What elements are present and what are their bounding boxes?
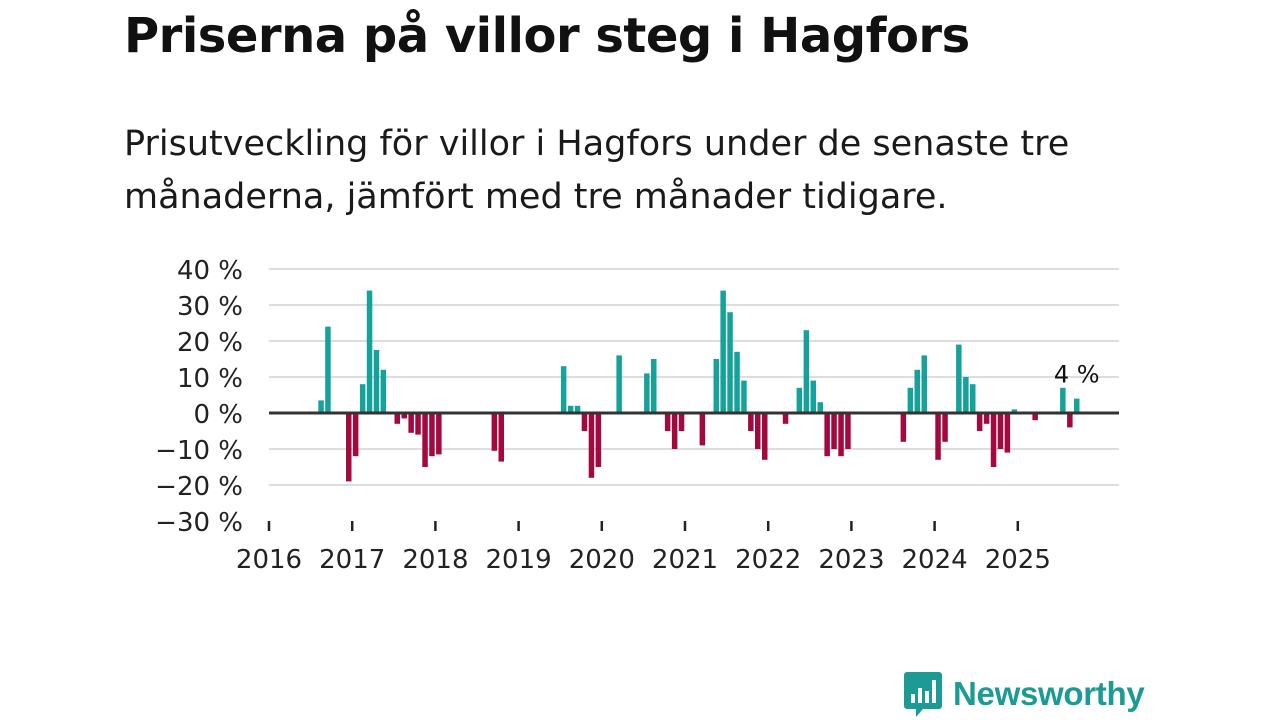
y-tick-label: −20 % (155, 472, 243, 502)
bar (1074, 398, 1080, 413)
chart-subtitle: Prisutveckling för villor i Hagfors unde… (124, 124, 1070, 217)
bar (346, 413, 352, 482)
y-tick-label: −10 % (155, 436, 243, 466)
bar (567, 405, 574, 413)
bar (422, 413, 428, 467)
bar (942, 413, 948, 442)
bar (491, 413, 498, 451)
bar (366, 290, 373, 413)
bar-layer (318, 290, 1080, 482)
brand-name: Newsworthy (953, 675, 1145, 712)
bar (762, 413, 768, 460)
bar (429, 413, 435, 457)
bar (796, 387, 803, 413)
x-tick-label: 2019 (486, 545, 552, 575)
bar (1004, 413, 1011, 453)
bar (935, 413, 941, 460)
brand-logo: Newsworthy (903, 670, 1145, 718)
bar (983, 413, 990, 424)
x-tick-label: 2017 (319, 545, 385, 575)
y-tick-label: 10 % (177, 364, 243, 394)
bar (595, 413, 602, 467)
bar (560, 366, 567, 413)
bar (498, 413, 504, 462)
bar (748, 413, 754, 431)
bar (325, 326, 331, 413)
bar (373, 350, 380, 413)
bar (824, 413, 830, 457)
bar-chart: 40 % 30 % 20 % 10 % 0 % −10 % −20 % −30 % 2016 20… (155, 256, 1119, 575)
bar (900, 413, 907, 442)
bar (803, 330, 810, 413)
bar (741, 380, 747, 413)
bar (997, 413, 1004, 449)
label-layer: 40 % 30 % 20 % 10 % 0 % −10 % −20 % −30 % 2016 20… (155, 256, 1099, 575)
bar (956, 344, 962, 413)
bar (1011, 409, 1018, 413)
bar (970, 384, 976, 413)
bar (838, 413, 844, 457)
y-tick-label: −30 % (155, 508, 243, 538)
bar (651, 359, 657, 413)
bar (401, 413, 407, 419)
bar (380, 369, 387, 413)
x-tick-label: 2020 (569, 545, 635, 575)
last-value-annotation: 4 % (1054, 361, 1100, 389)
y-tick-label: 30 % (177, 292, 243, 322)
bar (720, 290, 726, 413)
bar (963, 377, 969, 413)
bar (727, 312, 733, 413)
bar (574, 405, 581, 413)
bar (644, 373, 650, 413)
bar (671, 413, 678, 449)
x-tick-label: 2022 (735, 545, 801, 575)
bar (782, 413, 789, 424)
bar (318, 400, 324, 413)
x-tick-label: 2025 (985, 545, 1051, 575)
chart-title: Priserna på villor steg i Hagfors (124, 8, 970, 64)
bar (734, 351, 740, 413)
bar (588, 413, 595, 478)
x-tick-label: 2024 (902, 545, 968, 575)
bar (1060, 387, 1066, 413)
bar (352, 413, 359, 457)
bar (394, 413, 400, 424)
bar (1032, 413, 1038, 421)
bar (616, 355, 622, 413)
x-tick-label: 2016 (236, 545, 302, 575)
bar (990, 413, 997, 467)
y-tick-label: 20 % (177, 328, 243, 358)
bar (921, 355, 927, 413)
bar (678, 413, 685, 431)
bar (436, 413, 442, 455)
bar (907, 387, 914, 413)
x-tick-label: 2018 (402, 545, 468, 575)
bar (664, 413, 671, 431)
x-tick-label: 2021 (652, 545, 718, 575)
grid-layer (269, 268, 1119, 486)
bar (1067, 413, 1073, 428)
bar (415, 413, 421, 435)
y-tick-label: 40 % (177, 256, 243, 286)
bar (810, 380, 816, 413)
axis-layer (267, 411, 1119, 531)
bar (408, 413, 414, 433)
bar (581, 413, 588, 431)
bar (845, 413, 851, 449)
bar (713, 359, 719, 413)
bar (976, 413, 983, 431)
bar (755, 413, 761, 449)
bar (817, 402, 823, 413)
x-tick-label: 2023 (818, 545, 884, 575)
bar (831, 413, 837, 449)
bar (699, 413, 706, 446)
y-tick-label: 0 % (193, 400, 243, 430)
bar-chart-speech-bubble-icon (904, 672, 942, 717)
bar (914, 369, 920, 413)
bar (359, 384, 366, 413)
